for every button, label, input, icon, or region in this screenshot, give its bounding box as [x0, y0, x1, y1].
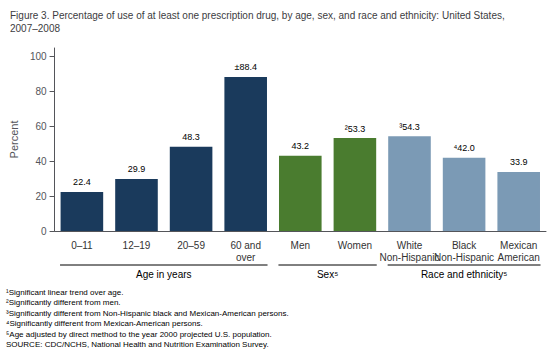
svg-text:40: 40 — [35, 156, 47, 167]
svg-text:±88.4: ±88.4 — [234, 62, 256, 72]
svg-text:Figure 3. Percentage of use of: Figure 3. Percentage of use of at least … — [10, 10, 508, 21]
svg-text:²Significantly different from: ²Significantly different from men. — [6, 298, 121, 307]
svg-text:⁴42.0: ⁴42.0 — [453, 143, 474, 153]
svg-text:Percent: Percent — [8, 121, 20, 159]
svg-text:¹Significant linear trend over: ¹Significant linear trend over age. — [6, 288, 123, 297]
svg-text:43.2: 43.2 — [292, 141, 310, 151]
svg-text:20–59: 20–59 — [177, 240, 205, 251]
svg-text:Non-Hispanic: Non-Hispanic — [379, 252, 439, 263]
svg-text:⁵Age adjusted by direct method: ⁵Age adjusted by direct method to the ye… — [6, 330, 272, 339]
svg-text:³Significantly different from: ³Significantly different from Non-Hispan… — [6, 309, 289, 318]
svg-text:⁴Significantly different from: ⁴Significantly different from Mexican-Am… — [6, 319, 203, 328]
svg-text:Age in years: Age in years — [136, 269, 192, 280]
svg-text:White: White — [397, 240, 423, 251]
svg-text:48.3: 48.3 — [182, 132, 200, 142]
svg-text:0: 0 — [41, 226, 47, 237]
svg-text:12–19: 12–19 — [123, 240, 151, 251]
svg-text:2007–2008: 2007–2008 — [10, 23, 60, 34]
svg-text:Sex⁵: Sex⁵ — [317, 269, 338, 280]
svg-text:³54.3: ³54.3 — [399, 122, 420, 132]
svg-text:Non-Hispanic: Non-Hispanic — [434, 252, 494, 263]
svg-text:20: 20 — [35, 191, 47, 202]
svg-text:22.4: 22.4 — [73, 177, 91, 187]
svg-text:over: over — [236, 252, 256, 263]
svg-text:Black: Black — [452, 240, 477, 251]
svg-text:Mexican: Mexican — [500, 240, 537, 251]
svg-text:33.9: 33.9 — [510, 157, 528, 167]
svg-text:29.9: 29.9 — [128, 164, 146, 174]
svg-text:²53.3: ²53.3 — [345, 124, 366, 134]
svg-text:American: American — [498, 252, 540, 263]
svg-text:100: 100 — [30, 51, 47, 62]
svg-text:60 and: 60 and — [230, 240, 261, 251]
svg-text:Women: Women — [338, 240, 372, 251]
svg-text:SOURCE: CDC/NCHS, National Hea: SOURCE: CDC/NCHS, National Health and Nu… — [6, 340, 269, 349]
svg-text:60: 60 — [35, 121, 47, 132]
svg-text:80: 80 — [35, 86, 47, 97]
svg-text:Race and ethnicity⁵: Race and ethnicity⁵ — [421, 269, 507, 280]
svg-text:0–11: 0–11 — [71, 240, 93, 251]
svg-text:Men: Men — [291, 240, 310, 251]
